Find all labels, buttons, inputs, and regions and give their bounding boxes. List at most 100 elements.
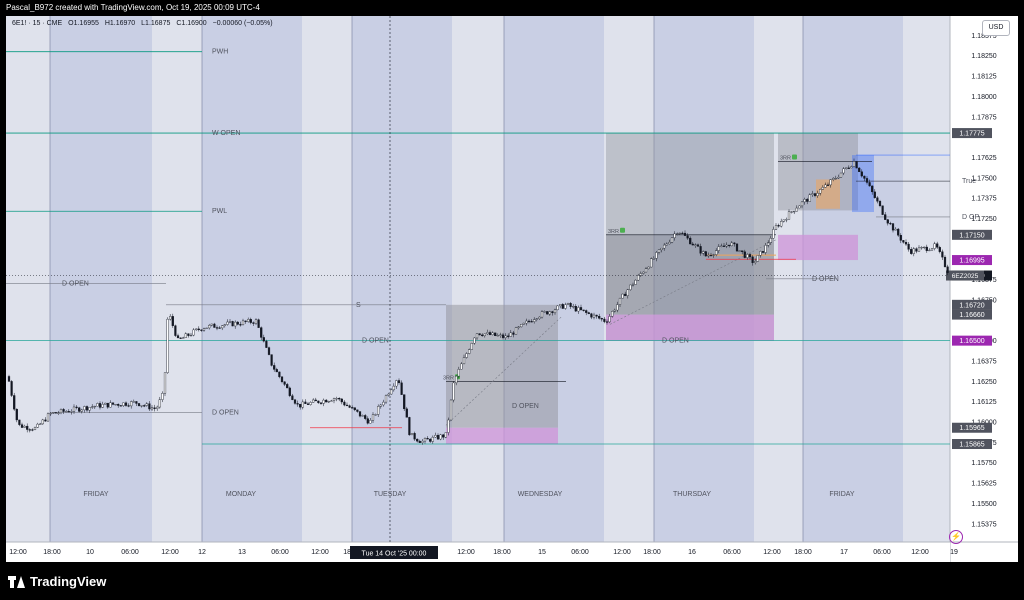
candle-body: [44, 419, 47, 422]
candle-body: [743, 251, 746, 258]
candle-body: [582, 309, 585, 311]
price-tick-label: 1.17875: [971, 114, 996, 121]
currency-button[interactable]: USD: [982, 20, 1010, 36]
candle-body: [338, 398, 341, 400]
candle-body: [548, 311, 551, 315]
candle-body: [564, 304, 567, 309]
candle-body: [192, 329, 195, 336]
candle-body: [122, 402, 125, 407]
candle-body: [624, 293, 627, 296]
candle-body: [67, 411, 70, 413]
candle-body: [145, 403, 148, 406]
symbol-name[interactable]: 6E1! · 15 · CME: [12, 20, 63, 27]
d-op-label: D OP: [962, 214, 979, 221]
candle-body: [761, 251, 765, 253]
candle-body: [169, 316, 172, 320]
candle-body: [678, 232, 681, 235]
candle-body: [431, 436, 434, 442]
candle-body: [819, 189, 822, 194]
candle-body: [865, 178, 869, 183]
price-tick-label: 1.16875: [971, 277, 996, 284]
candle-body: [839, 172, 843, 178]
change-value: −0.00060 (−0.05%): [212, 20, 273, 27]
candle-body: [722, 245, 726, 247]
lightning-icon[interactable]: ⚡: [949, 530, 963, 544]
candle-body: [600, 318, 603, 320]
candle-body: [377, 406, 380, 415]
candle-body: [275, 369, 278, 373]
candle-body: [834, 177, 837, 180]
candle-body: [470, 343, 473, 350]
candle-body: [946, 266, 949, 273]
time-tick-label: 12:00: [763, 549, 781, 556]
candle-body: [85, 406, 89, 411]
candle-body: [340, 398, 343, 403]
tradingview-logo-icon: [8, 575, 26, 588]
candle-body: [96, 403, 99, 407]
candle-body: [416, 438, 419, 442]
candle-body: [670, 237, 674, 243]
candle-body: [408, 417, 411, 436]
level-label-pwh: PWH: [212, 49, 228, 56]
candle-body: [488, 332, 492, 335]
candle-body: [774, 225, 778, 230]
candle-body: [101, 404, 104, 408]
candle-body: [98, 403, 102, 408]
candle-body: [689, 237, 692, 245]
candle-body: [496, 335, 499, 337]
target-box: [778, 234, 858, 261]
candle-body: [392, 385, 395, 391]
candle-body: [418, 440, 421, 443]
candle-body: [884, 214, 887, 220]
tradingview-logo[interactable]: TradingView: [8, 574, 106, 589]
time-tick-label: 17: [840, 549, 848, 556]
candle-body: [358, 411, 362, 417]
time-tick-label: 12:00: [311, 549, 329, 556]
setup-box: [606, 234, 774, 315]
time-axis[interactable]: [6, 542, 950, 562]
candle-body: [156, 406, 159, 409]
candle-body: [239, 324, 242, 326]
candle-body: [449, 399, 453, 421]
candle-body: [660, 247, 663, 251]
target-box: [446, 427, 558, 445]
chart-area[interactable]: 1.18375 1.18250 1.18125 1.18000 1.17875 1.176…: [6, 16, 1018, 562]
candle-body: [595, 314, 598, 317]
candle-body: [876, 197, 879, 202]
session-band: [452, 16, 504, 562]
candle-body: [244, 320, 247, 322]
candle-body: [787, 211, 791, 220]
candle-body: [652, 258, 655, 260]
candle-body: [254, 319, 258, 324]
candle-body: [611, 311, 614, 317]
session-band: [6, 16, 50, 562]
candle-body: [923, 246, 926, 249]
candle-body: [720, 245, 723, 247]
candle-body: [283, 381, 286, 385]
candle-body: [213, 323, 216, 328]
candle-body: [530, 321, 533, 323]
candle-body: [379, 404, 382, 407]
candle-body: [351, 407, 354, 409]
candle-body: [702, 251, 705, 254]
candle-body: [533, 319, 536, 322]
candle-body: [176, 335, 180, 339]
candle-body: [135, 401, 138, 404]
candle-body: [777, 225, 780, 227]
candle-body: [241, 320, 245, 325]
candle-body: [845, 167, 848, 169]
check-icon: [620, 227, 625, 233]
price-label: 1.15865: [959, 442, 984, 449]
candle-body: [598, 315, 601, 319]
candle-body: [13, 395, 16, 410]
candle-body: [457, 369, 460, 377]
price-chart[interactable]: 1.18375 1.18250 1.18125 1.18000 1.17875 1.176…: [6, 16, 1018, 562]
candle-body: [257, 319, 260, 328]
candle-body: [353, 407, 356, 411]
candle-body: [943, 256, 947, 268]
candle-body: [858, 167, 861, 172]
price-axis[interactable]: [950, 16, 1018, 562]
candle-body: [148, 403, 151, 410]
candle-body: [741, 250, 744, 252]
candle-body: [621, 293, 624, 299]
